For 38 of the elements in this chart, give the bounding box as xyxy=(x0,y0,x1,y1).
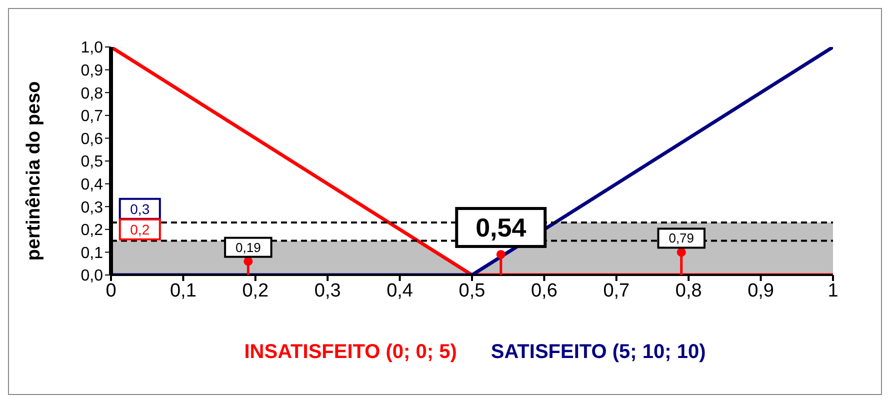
x-tick-label: 0,6 xyxy=(530,280,558,302)
y-axis-title: pertinência do peso xyxy=(24,81,45,261)
x-tick-label: 0,4 xyxy=(386,280,414,302)
x-tick-label: 0,3 xyxy=(314,280,341,302)
x-tick-label: 0,2 xyxy=(242,280,269,302)
y-tick-label: 0,8 xyxy=(80,85,104,102)
annotation: 0,19 xyxy=(236,240,261,255)
label-box: 0,2 xyxy=(118,218,161,240)
y-tick-label: 0,3 xyxy=(80,199,104,216)
annotation: 0,79 xyxy=(668,230,694,246)
point xyxy=(496,250,506,259)
label-box: 0,19 xyxy=(224,236,272,258)
x-tick-label: 0,7 xyxy=(603,280,630,302)
y-tick-label: 0,0 xyxy=(80,268,104,285)
label-box: 0,54 xyxy=(455,206,547,248)
point xyxy=(676,248,686,257)
y-tick-label: 0,9 xyxy=(80,62,104,80)
y-tick-label: 0,5 xyxy=(80,154,104,171)
text: INSATISFEITO (0; 0; 5) xyxy=(244,341,457,364)
y-tick-label: 0,6 xyxy=(80,130,104,148)
y-tick-label: 0,4 xyxy=(80,176,104,194)
annotation: 0,54 xyxy=(476,212,527,242)
point xyxy=(244,256,253,266)
annotation: 0,3 xyxy=(130,200,150,217)
x-tick-label: 0 xyxy=(106,280,116,302)
y-tick-label: 0,1 xyxy=(80,244,104,262)
y-tick-label: 1,0 xyxy=(80,40,104,57)
y-tick-label: 0,7 xyxy=(80,108,104,126)
x-tick-label: 1 xyxy=(828,280,838,302)
x-tick-label: 0,8 xyxy=(675,280,702,302)
x-tick-label: 0,5 xyxy=(458,280,486,302)
text: SATISFEITO (5; 10; 10) xyxy=(490,341,706,364)
y-tick-label: 0,2 xyxy=(80,222,104,240)
x-tick-label: 0,1 xyxy=(170,280,196,302)
label-box: 0,3 xyxy=(118,198,161,220)
label-box: 0,79 xyxy=(657,228,706,249)
annotation: 0,2 xyxy=(130,221,150,238)
x-tick-label: 0,9 xyxy=(748,280,774,302)
